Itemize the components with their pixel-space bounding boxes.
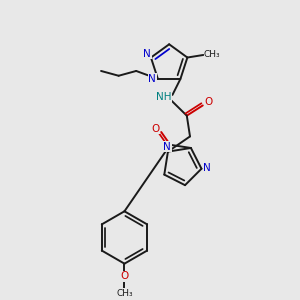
Text: O: O — [120, 272, 129, 281]
Text: O: O — [152, 124, 160, 134]
Text: NH: NH — [156, 92, 172, 102]
Text: N: N — [143, 49, 151, 59]
Text: O: O — [204, 97, 213, 107]
Text: N: N — [148, 74, 156, 84]
Text: CH₃: CH₃ — [116, 289, 133, 298]
Text: CH₃: CH₃ — [204, 50, 220, 59]
Text: N: N — [164, 142, 171, 152]
Text: N: N — [203, 163, 211, 173]
